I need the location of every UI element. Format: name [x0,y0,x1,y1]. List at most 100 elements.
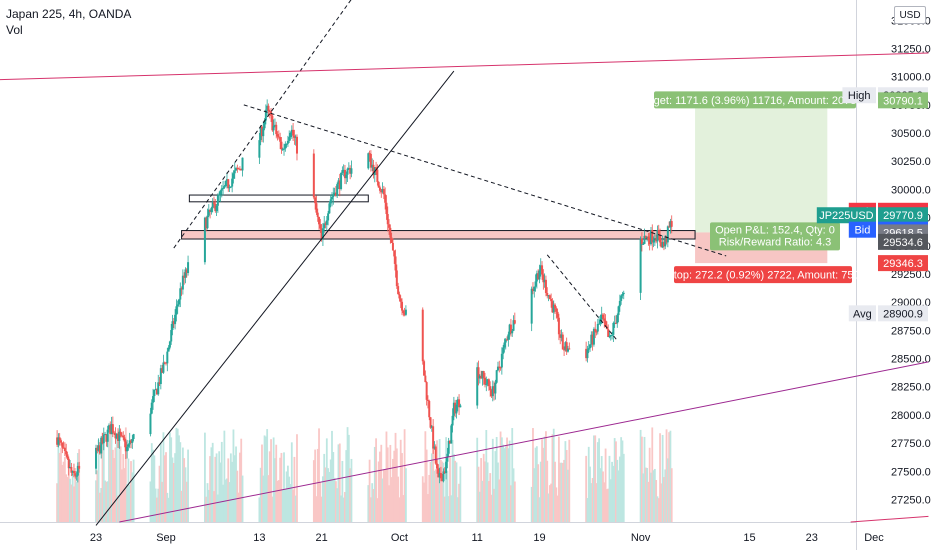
volume-bar [381,478,384,522]
stop-label[interactable]: Stop: 272.2 (0.92%) 2722, Amount: 750 [666,266,860,284]
volume-bar [65,474,68,522]
candle-body [286,140,289,144]
target-label[interactable]: Target: 1171.6 (3.96%) 11716, Amount: 20… [638,91,872,109]
volume-bar [288,476,291,522]
volume-bar [609,479,612,522]
volume-bars [56,427,673,522]
currency-badge[interactable]: USD [894,6,926,24]
volume-bar [449,457,451,522]
candle-body [128,440,131,445]
candle-body [183,275,186,278]
support-resistance-zone[interactable] [181,230,696,240]
trendline[interactable] [0,52,929,81]
volume-bar [443,496,446,522]
candle-body [263,120,266,129]
stop-label-text: Stop: 272.2 (0.92%) 2722, Amount: 750 [666,270,859,282]
candle-body [165,362,168,364]
volume-bar [421,476,424,522]
volume-bar [369,497,372,522]
candle-body [388,224,391,228]
candle-body [315,203,318,213]
trendline[interactable] [850,515,929,523]
volume-indicator-label[interactable]: Vol [6,23,23,37]
candle-body [206,215,209,229]
candle-body [640,238,643,244]
volume-bar [659,433,661,522]
candle-body [321,228,324,239]
candle-body [268,110,271,112]
candle-body [323,223,326,229]
candle-body [642,243,645,245]
volume-bar [71,473,74,522]
candle-body [220,188,223,191]
volume-bar [262,475,265,522]
volume-bar [74,468,77,522]
candle-body [334,192,337,196]
candle-body [621,294,624,296]
volume-bar [530,486,533,522]
volume-bar [491,438,494,522]
candle-body [481,371,484,379]
volume-bar [237,492,240,522]
candle-body [437,468,440,478]
target-label-text: Target: 1171.6 (3.96%) 11716, Amount: 20… [638,95,871,107]
trendline[interactable] [119,361,929,523]
volume-bar [663,477,665,522]
volume-bar [337,444,340,522]
price-tag-target: 30790.1 [878,92,928,109]
candle-body [66,454,69,459]
candle-body [618,300,621,307]
time-axis[interactable] [0,522,856,550]
price-tag-label: Avg [853,308,872,320]
volume-bar [56,483,58,522]
volume-bar [611,461,613,522]
volume-bar [329,459,332,522]
candle-body [496,366,499,371]
candle-body [288,137,291,141]
volume-bar [616,459,619,522]
trendline[interactable] [546,254,618,341]
candle-body [622,292,625,295]
candle-body [391,242,394,251]
candle-body [509,324,512,334]
candle-body [489,386,492,391]
volume-bar [76,452,79,522]
volume-bar [342,497,345,522]
candle-body [295,136,298,154]
volume-bar [167,497,170,522]
support-resistance-zone[interactable] [188,194,369,203]
candle-body [155,389,158,395]
trendline[interactable] [173,0,361,249]
candle-body [455,404,458,414]
pnl-text: Open P&L: 152.4, Qty: 0 [715,224,835,236]
candle-body [61,442,64,448]
candle-body [369,153,372,168]
volume-bar [294,495,297,522]
volume-bar [595,483,598,522]
volume-bar [166,492,169,522]
volume-bar [122,453,125,522]
candle-body [393,250,396,257]
volume-bar [275,444,278,522]
price-tag-bg [878,207,928,224]
volume-bar [555,487,558,522]
volume-bar [425,449,428,522]
price-tag-value: 28900.9 [883,308,923,320]
candle-body [564,342,567,350]
trendline[interactable] [243,104,727,257]
volume-bar [507,448,510,522]
candle-body [555,308,558,312]
volume-bar [119,446,122,522]
candle-body [214,203,217,212]
trendline[interactable] [95,70,455,526]
volume-bar [223,430,226,522]
volume-bar [114,447,117,522]
candle-body [556,311,559,318]
target-zone[interactable] [695,100,828,233]
candle-body [154,389,157,391]
volume-bar [106,481,109,522]
candle-body [75,475,78,477]
